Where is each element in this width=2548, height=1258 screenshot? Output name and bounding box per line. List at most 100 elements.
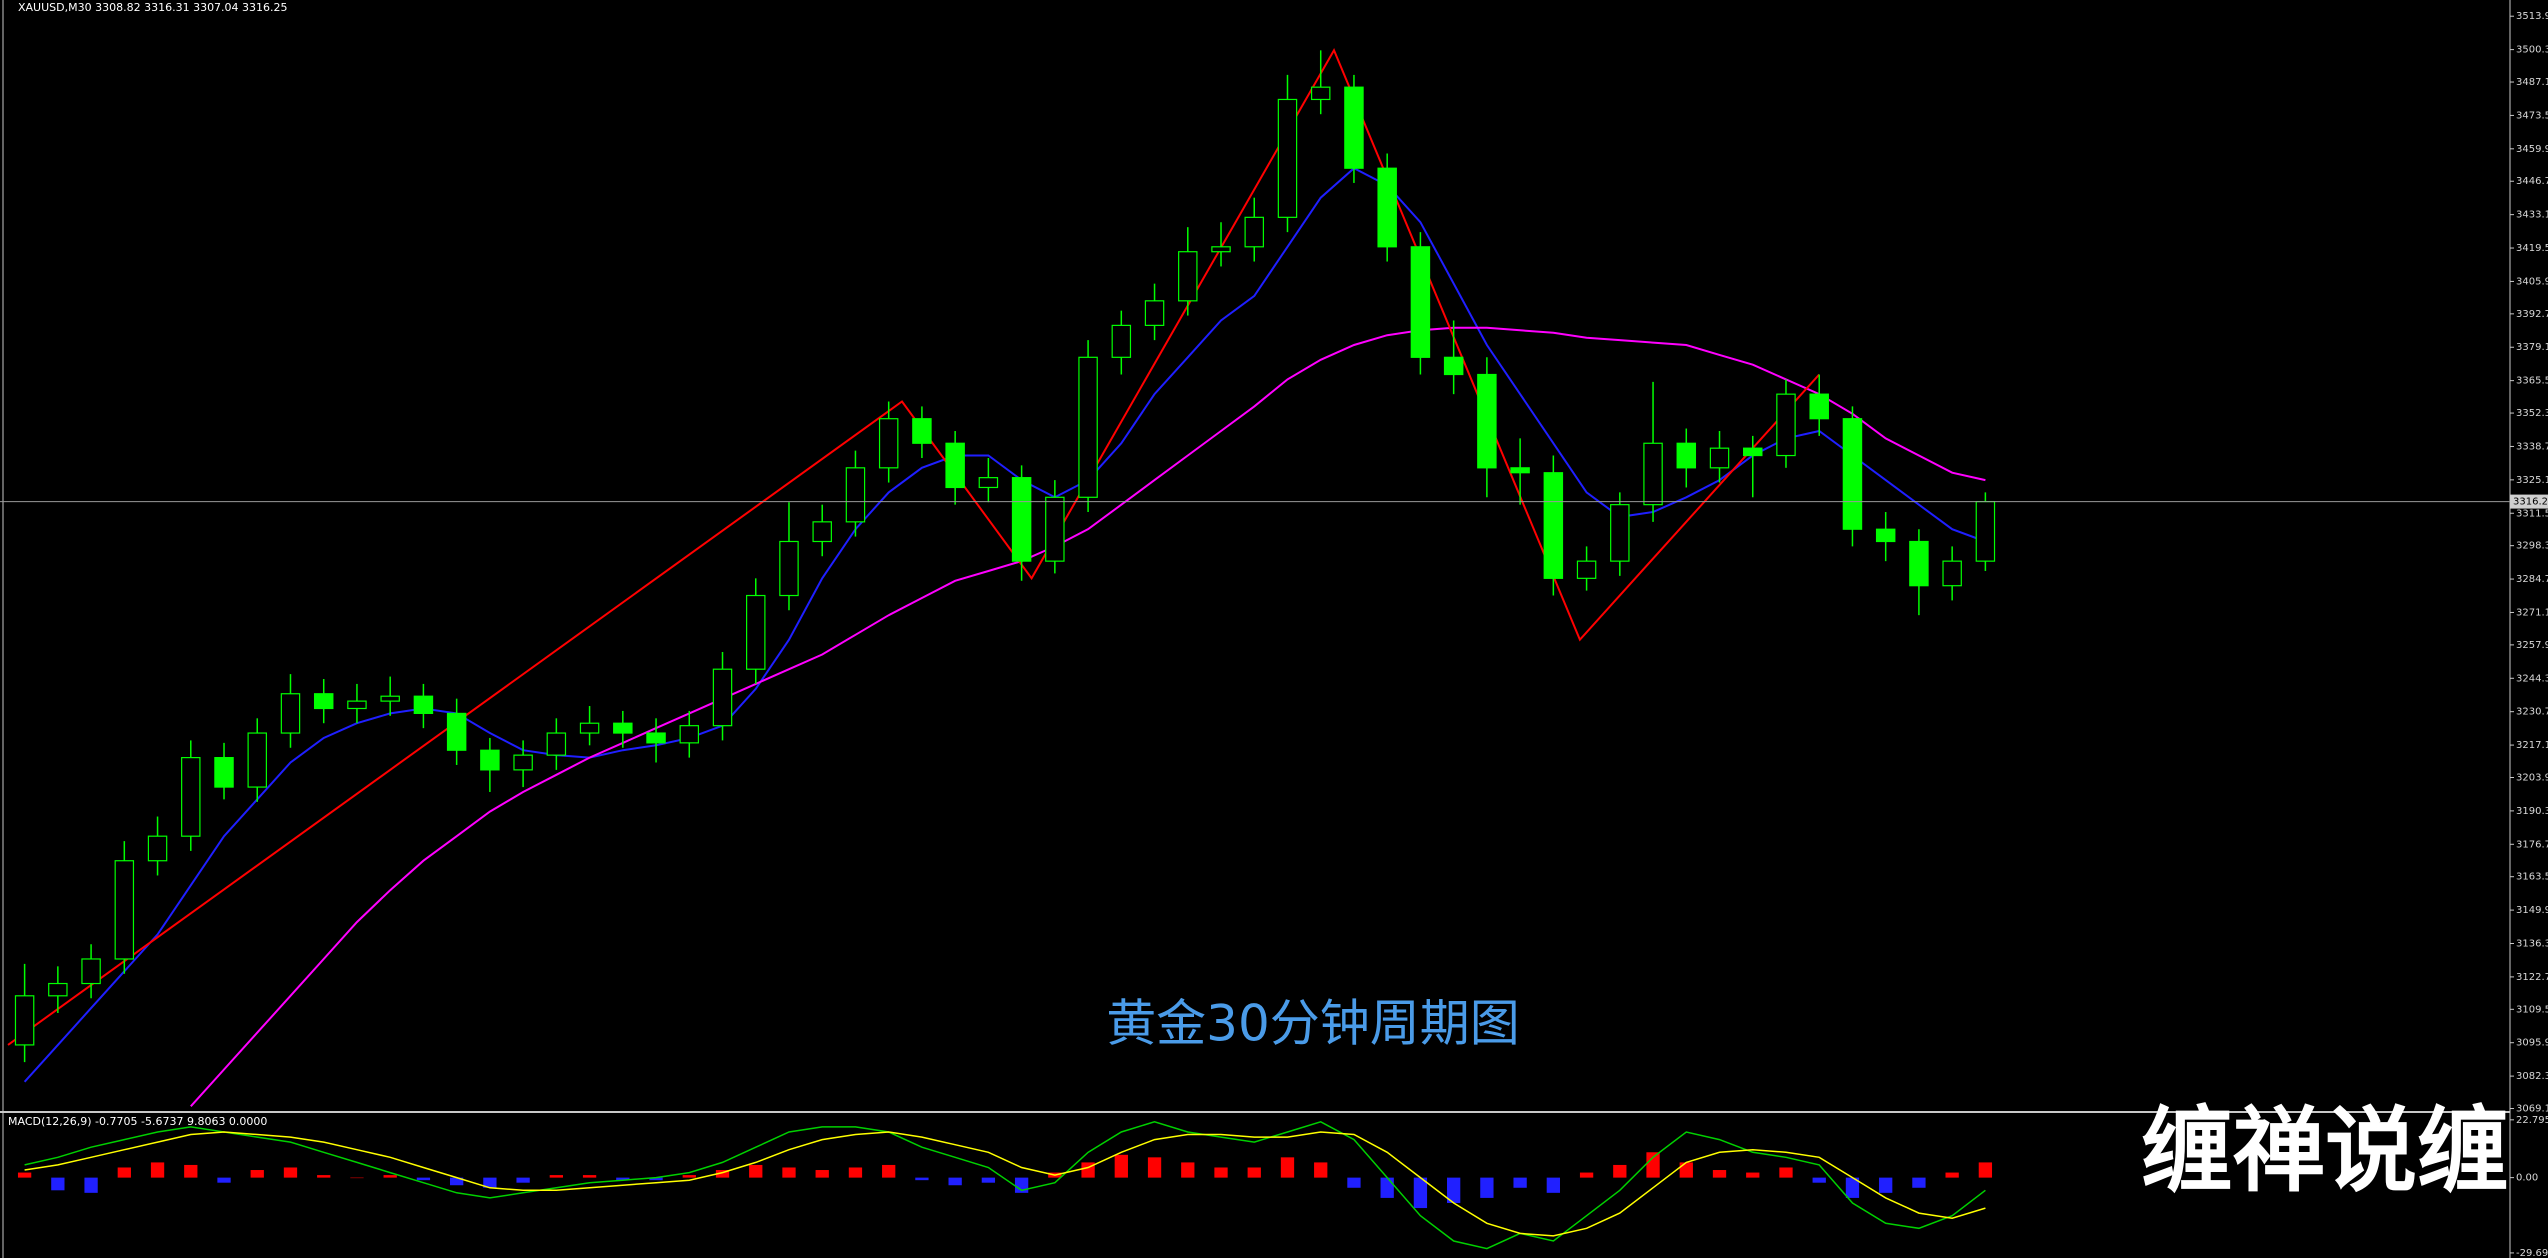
y-tick-label: 3311.50	[2516, 508, 2548, 519]
macd-histogram-bar	[184, 1164, 198, 1178]
y-tick-label: 3136.30	[2516, 939, 2548, 950]
macd-histogram-bar	[1546, 1177, 1560, 1193]
macd-histogram-bar	[915, 1177, 929, 1181]
candle-body	[746, 594, 766, 670]
candle-body	[1377, 167, 1397, 248]
macd-histogram-bar	[51, 1177, 65, 1191]
y-tick-label: 3405.90	[2516, 276, 2548, 287]
y-tick-label: 3163.50	[2516, 872, 2548, 883]
y-tick-label: 3298.30	[2516, 541, 2548, 552]
price-label-box	[2510, 494, 2548, 509]
macd-line	[24, 1131, 1986, 1237]
y-tick-label: 3190.30	[2516, 806, 2548, 817]
macd-histogram-bar	[1679, 1162, 1693, 1178]
candle-body	[247, 732, 267, 788]
candle-body	[347, 700, 367, 710]
candle-body	[413, 695, 434, 714]
y-tick-label: 3459.90	[2516, 144, 2548, 155]
macd-histogram-bar	[516, 1177, 530, 1183]
moving-average	[190, 326, 1986, 1107]
macd-histogram-bar	[582, 1175, 597, 1178]
y-tick-label: 3433.10	[2516, 210, 2548, 221]
candle-body	[1543, 472, 1564, 579]
candle-body	[978, 477, 999, 489]
candle-body	[1045, 496, 1065, 562]
macd-histogram-bar	[1978, 1162, 1993, 1178]
y-tick-label: 3379.10	[2516, 342, 2548, 353]
y-tick-label: 3217.10	[2516, 740, 2548, 751]
macd-histogram-bar	[1380, 1177, 1394, 1198]
candle-body	[81, 958, 101, 985]
y-tick-label: 3338.70	[2516, 441, 2548, 452]
y-tick-label: 0.00	[2516, 1173, 2538, 1184]
macd-histogram-bar	[981, 1177, 996, 1183]
candle-body	[912, 418, 932, 444]
candle-body	[1776, 393, 1796, 457]
y-tick-label: 3122.70	[2516, 972, 2548, 983]
y-tick-label: 22.7956	[2516, 1115, 2548, 1126]
y-tick-label: 3203.90	[2516, 772, 2548, 783]
candle-body	[546, 732, 567, 756]
y-tick-label: 3271.10	[2516, 607, 2548, 618]
candle-body	[712, 668, 733, 727]
macd-histogram-bar	[948, 1177, 962, 1186]
macd-histogram-bar	[616, 1177, 630, 1181]
symbol-header: XAUUSD,M30 3308.82 3316.31 3307.04 3316.…	[18, 1, 288, 14]
macd-histogram-bar	[483, 1177, 497, 1188]
price-label: 3316.25	[2513, 497, 2548, 508]
candle-body	[1909, 540, 1929, 587]
macd-histogram-bar	[317, 1175, 331, 1178]
candle-body	[313, 693, 334, 710]
candle-body	[679, 725, 700, 744]
y-tick-label: 3244.30	[2516, 673, 2548, 684]
chart-annotation: 黄金30分钟周期图	[1106, 995, 1520, 1053]
candle-body	[779, 540, 799, 597]
macd-histogram-bar	[1147, 1157, 1162, 1178]
candle-body	[1576, 560, 1597, 579]
y-tick-label: 3446.70	[2516, 176, 2548, 187]
candle-body	[1643, 442, 1663, 506]
y-tick-label: 3392.70	[2516, 309, 2548, 320]
macd-histogram-bar	[1513, 1177, 1527, 1188]
y-tick-label: 3230.70	[2516, 707, 2548, 718]
macd-histogram-bar	[749, 1164, 763, 1178]
y-tick-label: 3487.10	[2516, 77, 2548, 88]
candle-body	[1477, 373, 1497, 469]
y-tick-label: 3352.30	[2516, 408, 2548, 419]
watermark: 缠禅说缠	[2141, 1097, 2509, 1204]
macd-line	[24, 1120, 1986, 1250]
y-tick-label: 3473.50	[2516, 110, 2548, 121]
candle-body	[1111, 324, 1132, 358]
macd-histogram-bar	[150, 1162, 165, 1178]
macd-histogram-bar	[1779, 1167, 1793, 1178]
macd-histogram-bar	[17, 1172, 32, 1178]
macd-header: MACD(12,26,9) -0.7705 -5.6737 9.8063 0.0…	[8, 1115, 267, 1128]
macd-histogram-bar	[250, 1170, 264, 1178]
candle-body	[1310, 86, 1331, 101]
candle-body	[1144, 300, 1165, 326]
candle-body	[181, 756, 201, 837]
candle-body	[1842, 418, 1863, 530]
macd-histogram-bar	[1746, 1172, 1760, 1178]
macd-histogram-bar	[450, 1177, 464, 1186]
candle-body	[579, 722, 600, 734]
candle-body	[845, 467, 866, 523]
candle-body	[1410, 246, 1431, 358]
y-tick-label: 3082.30	[2516, 1071, 2548, 1082]
macd-histogram-bar	[416, 1177, 431, 1181]
y-tick-label: 3069.10	[2516, 1104, 2548, 1115]
zigzag-line	[7, 48, 1820, 1046]
macd-histogram-bar	[1812, 1177, 1826, 1183]
macd-histogram-bar	[350, 1177, 364, 1179]
y-tick-label: 3149.90	[2516, 905, 2548, 916]
macd-histogram-bar	[1347, 1177, 1361, 1188]
candle-body	[1743, 447, 1763, 457]
macd-histogram-bar	[715, 1170, 730, 1178]
macd-histogram-bar	[84, 1177, 98, 1193]
candle-body	[646, 732, 666, 744]
macd-histogram-bar	[815, 1170, 829, 1178]
candle-body	[14, 995, 35, 1046]
candle-body	[48, 982, 68, 997]
